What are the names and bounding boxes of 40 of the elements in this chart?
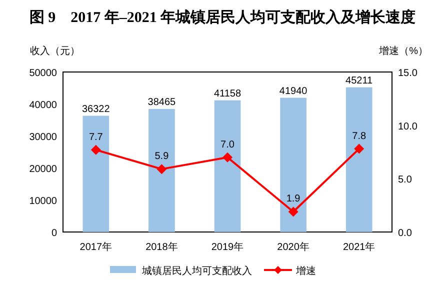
y-tick-label: 10000 xyxy=(29,196,58,207)
data-label: 5.9 xyxy=(154,151,170,162)
y-tick-label: 40000 xyxy=(29,100,58,111)
y-tick-label: 50000 xyxy=(29,68,58,79)
point xyxy=(156,164,167,174)
legend-label: 增速 xyxy=(295,265,316,277)
point xyxy=(222,152,232,162)
bar xyxy=(346,87,372,232)
y-tick-label: 20000 xyxy=(29,164,58,175)
data-label: 45211 xyxy=(346,75,374,86)
x-tick-label: 2021年 xyxy=(342,241,376,253)
y-tick-label: 30000 xyxy=(29,132,58,143)
data-label: 38465 xyxy=(148,96,176,108)
point xyxy=(354,144,364,154)
y2-tick-label: 10.0 xyxy=(398,121,418,132)
y2-axis-title: 增速（%） xyxy=(378,45,428,57)
data-label: 36322 xyxy=(82,104,110,115)
bar xyxy=(280,98,306,232)
data-label: 7.7 xyxy=(88,132,104,143)
x-tick-label: 2017年 xyxy=(80,241,112,253)
data-label: 7.0 xyxy=(220,139,235,150)
data-label: 7.8 xyxy=(352,130,366,142)
point xyxy=(90,144,101,155)
y2-tick-label: 0.0 xyxy=(398,228,412,239)
bar xyxy=(214,100,241,232)
chart-title: 图 9 2017 年–2021 年城镇居民人均可支配收入及增长速度 xyxy=(29,8,416,26)
y2-tick-label: 15.0 xyxy=(398,68,418,79)
point xyxy=(288,206,298,217)
bar xyxy=(82,116,110,232)
data-label: 41940 xyxy=(279,86,308,97)
y2-tick-label: 5.0 xyxy=(398,174,412,186)
x-tick-label: 2020年 xyxy=(277,241,310,253)
bar xyxy=(148,108,175,232)
data-label: 1.9 xyxy=(286,194,301,205)
y-tick-label: 0 xyxy=(51,228,58,239)
data-label: 41158 xyxy=(214,88,242,100)
x-tick-label: 2019年 xyxy=(211,241,244,253)
legend-label: 城镇居民人均可支配收入 xyxy=(141,265,252,277)
y-axis-title: 收入（元） xyxy=(30,45,80,57)
x-tick-label: 2018年 xyxy=(146,241,178,253)
